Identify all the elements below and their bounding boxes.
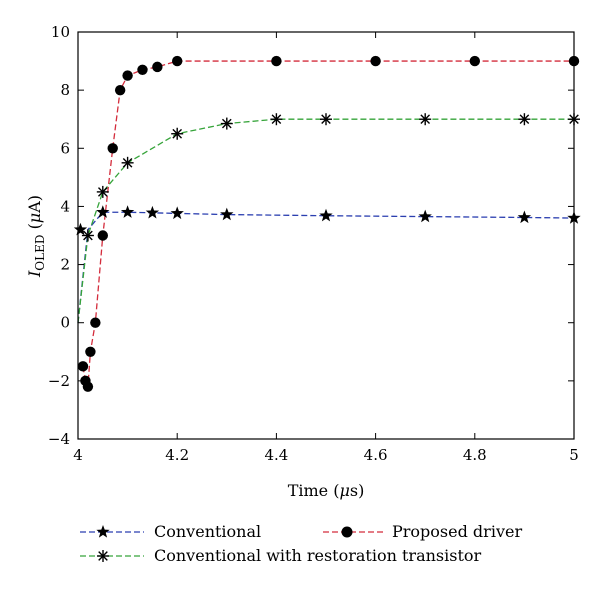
asterisk-stroke	[420, 114, 431, 125]
legend-label-conventional: Conventional	[154, 522, 261, 541]
y-tick-label: −2	[48, 372, 70, 390]
legend-label-restoration: Conventional with restoration transistor	[154, 546, 482, 565]
y-axis-label: IOLED (μA)	[25, 195, 47, 278]
asterisk-stroke	[97, 187, 108, 197]
data-point-circle	[85, 346, 96, 357]
data-point-asterisk	[171, 127, 184, 140]
data-point-circle	[152, 61, 163, 73]
asterisk-stroke	[271, 114, 282, 125]
data-point-star	[170, 206, 184, 220]
data-point-asterisk	[270, 113, 283, 126]
data-point-star	[220, 207, 234, 221]
plot-frame	[77, 31, 575, 440]
series-line-2	[77, 118, 574, 323]
asterisk-stroke	[83, 230, 93, 241]
data-point-star	[517, 210, 532, 224]
data-point-asterisk	[220, 117, 233, 130]
series-line-1	[82, 60, 574, 387]
data-point-star	[418, 209, 432, 223]
data-point-circle	[107, 143, 118, 154]
data-point-asterisk	[320, 113, 332, 126]
y-tick-label: 8	[60, 81, 70, 99]
asterisk-stroke	[98, 551, 108, 561]
data-point-circle	[97, 230, 109, 241]
asterisk-stroke	[519, 114, 530, 125]
data-point-asterisk	[121, 156, 134, 169]
data-point-asterisk	[419, 113, 432, 126]
data-point-circle	[77, 361, 89, 372]
x-axis-label: Time (μs)	[288, 481, 365, 500]
y-tick-label: −4	[48, 430, 70, 448]
data-point-circle	[137, 64, 148, 75]
x-tick-label: 4.8	[463, 446, 487, 464]
series-layer	[73, 55, 581, 392]
y-tick-label: 4	[60, 197, 70, 215]
data-point-asterisk	[81, 229, 94, 242]
data-point-asterisk	[518, 113, 531, 126]
legend-label-proposed: Proposed driver	[392, 522, 522, 541]
y-tick-label: 6	[60, 139, 70, 157]
x-tick-label: 4.6	[364, 446, 388, 464]
x-tick-label: 4.4	[264, 446, 288, 464]
data-point-circle	[370, 55, 381, 67]
data-point-circle	[114, 84, 126, 96]
legend-star-marker	[96, 525, 110, 538]
data-point-star	[145, 205, 160, 219]
asterisk-stroke	[221, 118, 232, 129]
legend-circle-marker	[341, 526, 353, 538]
legend-entry-conventional: Conventional	[80, 522, 261, 541]
data-point-star	[120, 205, 135, 218]
x-tick-label: 5	[569, 446, 579, 464]
asterisk-stroke	[172, 128, 183, 139]
data-point-circle	[469, 55, 480, 67]
y-tick-label: 0	[60, 314, 70, 332]
asterisk-stroke	[122, 158, 133, 168]
legend-entry-proposed: Proposed driver	[323, 522, 522, 541]
asterisk-stroke	[321, 114, 331, 125]
data-point-star	[319, 208, 333, 222]
data-point-circle	[271, 55, 282, 67]
x-tick-label: 4	[73, 446, 83, 464]
series-line-0	[77, 211, 575, 323]
data-point-circle	[82, 381, 94, 392]
data-point-star	[73, 222, 88, 236]
y-tick-label: 2	[60, 256, 70, 274]
data-point-asterisk	[96, 185, 109, 198]
x-tick-label: 4.2	[165, 446, 189, 464]
data-point-star	[96, 205, 110, 218]
legend-entry-restoration: Conventional with restoration transistor	[80, 546, 482, 565]
ticks-layer: 4 4.2 4.4 4.6 4.8 5 −4 −2 0 2 4 6 8 10	[48, 23, 579, 464]
data-point-circle	[122, 70, 133, 81]
data-point-circle	[90, 317, 101, 328]
legend-asterisk-marker	[97, 550, 109, 562]
y-tick-label: 10	[51, 23, 70, 41]
legend: Conventional Proposed driver Conventiona…	[80, 522, 522, 565]
data-point-circle	[172, 55, 183, 67]
